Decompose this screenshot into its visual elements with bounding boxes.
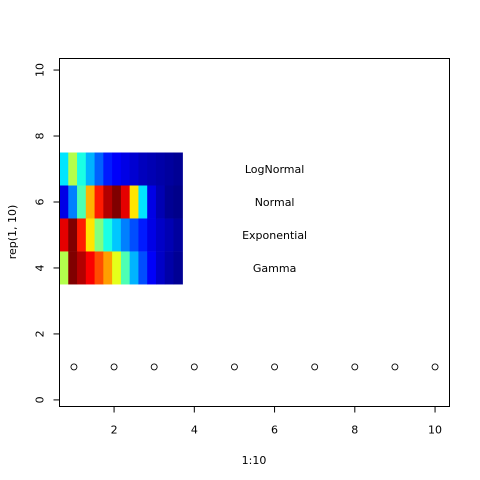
data-point: [271, 363, 279, 371]
y-tick-label: 10: [34, 63, 47, 77]
heat-cell: [147, 218, 157, 252]
heat-cell: [103, 251, 113, 285]
scatter-points: [70, 363, 439, 371]
x-tick-label: 8: [351, 424, 358, 437]
x-axis: 2 4 6 8 10: [111, 406, 442, 437]
heat-cell: [129, 152, 140, 186]
heat-cell: [147, 152, 157, 186]
heat-cell: [138, 152, 148, 186]
heat-cell: [94, 251, 104, 285]
heat-cell: [164, 251, 175, 285]
data-point: [190, 363, 198, 371]
heat-cell: [68, 218, 78, 252]
heat-cell: [112, 218, 122, 252]
heat-cell: [59, 152, 69, 186]
x-axis-title: 1:10: [242, 454, 267, 467]
band-label: Normal: [255, 196, 295, 209]
heat-cell: [155, 152, 166, 186]
y-tick-label: 0: [34, 396, 47, 403]
y-tick-label: 8: [34, 133, 47, 140]
heat-cell: [68, 185, 78, 219]
heat-cell: [103, 152, 113, 186]
heat-cell: [94, 218, 104, 252]
heat-cell: [120, 218, 131, 252]
data-point: [150, 363, 158, 371]
data-point: [230, 363, 238, 371]
heat-cell: [85, 152, 96, 186]
heat-cell: [173, 185, 183, 219]
x-tick-label: 4: [191, 424, 198, 437]
heat-cell: [120, 251, 131, 285]
heat-cell: [85, 218, 96, 252]
heat-cell: [173, 152, 183, 186]
heat-cell: [77, 251, 87, 285]
heat-cell: [147, 185, 157, 219]
heat-cell: [164, 185, 175, 219]
plot-frame: [59, 58, 450, 407]
heat-cell: [94, 152, 104, 186]
data-point: [391, 363, 399, 371]
heat-cell: [155, 251, 166, 285]
data-point: [70, 363, 78, 371]
band-labels: LogNormal Normal Exponential Gamma: [242, 163, 307, 275]
y-tick-label: 6: [34, 198, 47, 205]
band-label: LogNormal: [245, 163, 304, 176]
heat-cell: [173, 251, 183, 285]
heat-cell: [103, 185, 113, 219]
heat-cell: [155, 218, 166, 252]
heat-cell: [173, 218, 183, 252]
x-tick-label: 6: [271, 424, 278, 437]
band-label: Exponential: [242, 229, 307, 242]
x-tick-label: 2: [111, 424, 118, 437]
heat-cell: [59, 251, 69, 285]
y-axis: 0 2 4 6 8 10: [34, 63, 60, 403]
y-tick-label: 2: [34, 330, 47, 337]
y-axis-title: rep(1, 10): [6, 205, 19, 260]
heat-cell: [85, 251, 96, 285]
data-point: [311, 363, 319, 371]
heat-cell: [59, 185, 69, 219]
heat-cell: [138, 185, 148, 219]
heat-cell: [85, 185, 96, 219]
data-point: [431, 363, 439, 371]
heat-cell: [112, 251, 122, 285]
heat-cell: [68, 152, 78, 186]
y-tick-label: 4: [34, 264, 47, 271]
heat-cell: [59, 218, 69, 252]
heat-bands: [59, 152, 183, 285]
heat-cell: [129, 251, 140, 285]
data-point: [351, 363, 359, 371]
heat-cell: [77, 218, 87, 252]
heat-cell: [103, 218, 113, 252]
heat-cell: [147, 251, 157, 285]
heat-cell: [155, 185, 166, 219]
heat-cell: [120, 185, 131, 219]
heat-cell: [129, 218, 140, 252]
heat-cell: [112, 152, 122, 186]
heat-cell: [77, 152, 87, 186]
heat-cell: [77, 185, 87, 219]
heat-cell: [68, 251, 78, 285]
heat-cell: [112, 185, 122, 219]
x-tick-label: 10: [428, 424, 442, 437]
heat-cell: [164, 218, 175, 252]
band-label: Gamma: [253, 262, 296, 275]
heat-cell: [129, 185, 140, 219]
heat-cell: [94, 185, 104, 219]
heat-cell: [164, 152, 175, 186]
heat-cell: [138, 218, 148, 252]
heat-cell: [120, 152, 131, 186]
data-point: [110, 363, 118, 371]
heat-cell: [138, 251, 148, 285]
